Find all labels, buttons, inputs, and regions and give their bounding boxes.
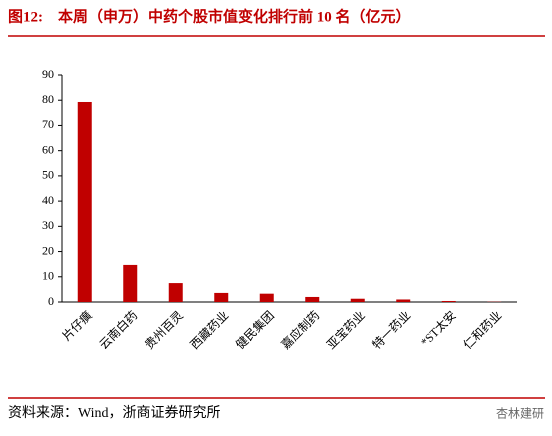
bar	[168, 283, 183, 302]
x-tick-label: 云南白药	[96, 307, 141, 352]
x-tick-label: *ST太安	[417, 307, 459, 349]
y-tick-label: 50	[42, 168, 54, 182]
bar	[259, 293, 274, 302]
bar	[350, 298, 365, 302]
x-tick-label: 西藏药业	[187, 308, 231, 352]
x-tick-label: 健民集团	[232, 307, 277, 352]
bar	[77, 101, 92, 302]
x-tick-label: 嘉应制药	[278, 307, 323, 352]
y-tick-label: 20	[42, 243, 54, 257]
source-note: 资料来源：Wind，浙商证券研究所	[8, 405, 221, 421]
x-tick-label: 亚宝药业	[324, 308, 368, 352]
y-tick-label: 10	[42, 269, 54, 283]
x-tick-label: 特一药业	[369, 307, 414, 352]
chart-title: 图12: 本周（申万）中药个股市值变化排行前 10 名（亿元）	[8, 7, 411, 25]
x-tick-label: 片仔癀	[59, 308, 94, 343]
bar	[214, 292, 229, 302]
y-tick-label: 80	[42, 92, 54, 106]
x-tick-label: 贵州百灵	[142, 308, 186, 352]
y-tick-label: 90	[42, 67, 54, 81]
y-tick-label: 0	[48, 294, 54, 308]
bar	[305, 296, 320, 302]
watermark: 杏林建研	[496, 407, 544, 421]
bar	[123, 264, 138, 302]
x-tick-label: 仁和药业	[460, 308, 504, 352]
bar	[396, 299, 411, 302]
y-tick-label: 60	[42, 142, 54, 156]
y-tick-label: 70	[42, 117, 54, 131]
bar	[441, 300, 456, 302]
y-tick-label: 40	[42, 193, 54, 207]
y-tick-label: 30	[42, 218, 54, 232]
